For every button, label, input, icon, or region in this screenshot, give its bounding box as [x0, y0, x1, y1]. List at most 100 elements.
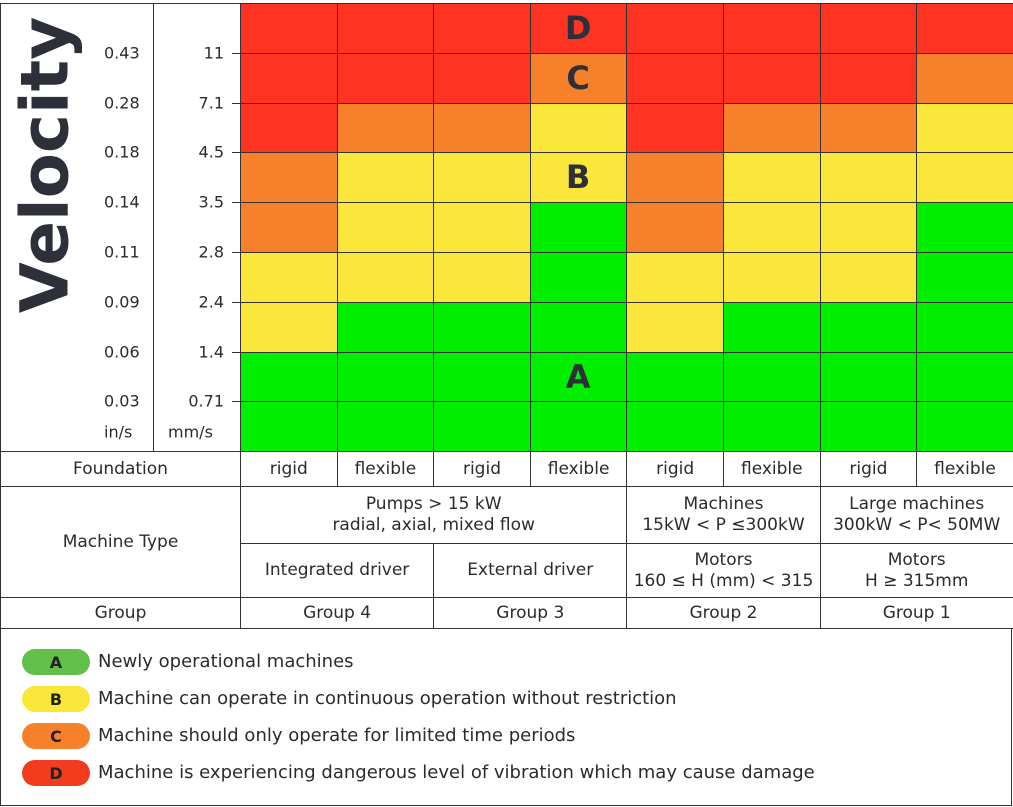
zone-letter: A: [565, 357, 591, 396]
mm-s-label: 0.71: [188, 391, 224, 411]
zone-cell: [916, 3, 1013, 54]
zone-cell: [916, 102, 1013, 154]
row-label: Group: [0, 597, 241, 629]
mm-s-label: 2.8: [198, 242, 224, 262]
foundation: rigid: [626, 451, 724, 487]
zone-cell: [240, 3, 338, 54]
driver: Motors H ≥ 315mm: [819, 543, 1013, 598]
mm-s-unit: mm/s: [168, 422, 213, 442]
zone-cell: [626, 3, 724, 54]
zone-cell: [240, 102, 338, 154]
mm-s-label: 1.4: [198, 342, 224, 362]
row-label: Foundation: [0, 451, 241, 487]
zone-cell: [336, 351, 435, 403]
divider: [153, 3, 154, 451]
group: Group 1: [819, 597, 1013, 629]
zone-cell: [916, 252, 1013, 303]
zone-cell: [916, 301, 1013, 353]
machine-type: Pumps > 15 kW radial, axial, mixed flow: [240, 486, 628, 544]
foundation: flexible: [529, 451, 628, 487]
zone-cell: [433, 401, 531, 453]
zone-cell: [433, 301, 531, 353]
legend-text: Newly operational machines: [98, 651, 354, 672]
zone-cell: [626, 401, 724, 453]
zone-cell: [240, 152, 338, 204]
driver: External driver: [433, 543, 628, 598]
row-label: Machine Type: [0, 486, 241, 598]
group: Group 4: [240, 597, 435, 629]
in-s-label: 0.03: [104, 391, 140, 411]
zone-cell: [529, 401, 628, 453]
tick: [232, 351, 240, 353]
zone-cell: [433, 351, 531, 403]
mm-s-label: 11: [203, 43, 224, 63]
zone-cell: [336, 301, 435, 353]
in-s-label: 0.14: [104, 192, 140, 212]
legend-text: Machine is experiencing dangerous level …: [98, 762, 815, 783]
in-s-label: 0.06: [104, 342, 140, 362]
zone-cell: [433, 102, 531, 154]
zone-cell: [916, 202, 1013, 253]
zone-cell: [819, 152, 918, 204]
in-s-label: 0.09: [104, 292, 140, 312]
zone-cell: [626, 252, 724, 303]
zone-cell: [723, 202, 821, 253]
in-s-label: 0.43: [104, 43, 140, 63]
zone-cell: [240, 401, 338, 453]
zone-cell: [626, 102, 724, 154]
legend-badge: B: [22, 686, 90, 712]
zone-cell: [916, 152, 1013, 204]
zone-cell: [819, 252, 918, 303]
zone-cell: [626, 301, 724, 353]
zone-cell: [819, 3, 918, 54]
tick: [232, 252, 240, 253]
zone-cell: [723, 401, 821, 453]
zone-cell: [433, 202, 531, 253]
zone-cell: [723, 351, 821, 403]
zone-cell: [529, 102, 628, 154]
zone-cell: [723, 3, 821, 54]
zone-cell: [240, 202, 338, 253]
zone-letter: D: [564, 8, 592, 47]
tick: [232, 52, 240, 54]
foundation: flexible: [916, 451, 1013, 487]
velocity-title: Velocity: [6, 16, 84, 314]
zone-cell: [240, 351, 338, 403]
zone-cell: [626, 202, 724, 253]
tick: [232, 152, 240, 154]
zone-cell: [723, 301, 821, 353]
driver: Integrated driver: [240, 543, 435, 598]
legend-text: Machine should only operate for limited …: [98, 725, 576, 746]
legend-badge: A: [22, 649, 90, 675]
legend-badge: D: [22, 760, 90, 786]
zone-cell: [336, 102, 435, 154]
foundation: rigid: [433, 451, 531, 487]
zone-cell: [723, 102, 821, 154]
zone-cell: [336, 401, 435, 453]
in-s-label: 0.28: [104, 93, 140, 113]
mm-s-label: 3.5: [198, 192, 224, 212]
zone-cell: [819, 102, 918, 154]
zone-cell: [529, 202, 628, 253]
zone-cell: [336, 252, 435, 303]
mm-s-label: 7.1: [198, 93, 224, 113]
in-s-label: 0.11: [104, 242, 140, 262]
zone-cell: [433, 252, 531, 303]
zone-cell: [916, 52, 1013, 104]
zone-cell: [433, 52, 531, 104]
zone-cell: [819, 351, 918, 403]
machine-type: Large machines 300kW < P< 50MW: [819, 486, 1013, 544]
zone-letter: C: [566, 58, 590, 97]
foundation: flexible: [723, 451, 821, 487]
zone-cell: [819, 301, 918, 353]
zone-cell: [626, 52, 724, 104]
zone-cell: [240, 52, 338, 104]
zone-cell: [819, 202, 918, 253]
legend-text: Machine can operate in continuous operat…: [98, 688, 677, 709]
zone-cell: [626, 351, 724, 403]
tick: [232, 102, 240, 104]
zone-cell: [433, 152, 531, 204]
zone-cell: [916, 351, 1013, 403]
zone-cell: [336, 52, 435, 104]
